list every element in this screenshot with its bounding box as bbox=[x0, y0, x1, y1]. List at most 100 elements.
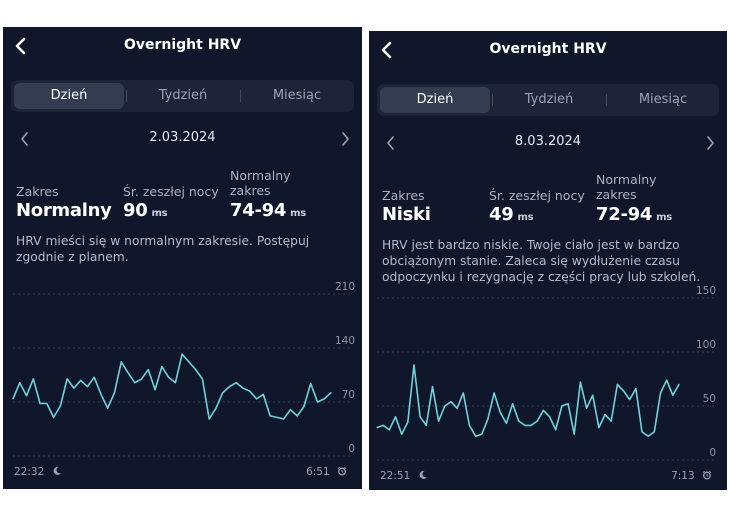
hrv-data-point bbox=[19, 382, 21, 384]
hrv-data-point bbox=[604, 414, 606, 416]
range-value: Niski bbox=[382, 204, 431, 225]
period-tabs: Dzień Tydzień Miesiąc bbox=[11, 80, 354, 112]
hrv-data-point bbox=[168, 376, 170, 378]
hrv-data-point bbox=[493, 392, 495, 394]
hrv-data-point bbox=[188, 361, 190, 363]
normal-range-value: 74-94 ms bbox=[230, 200, 306, 221]
normal-range-unit: ms bbox=[656, 212, 672, 223]
y-tick-label: 210 bbox=[335, 281, 355, 293]
tab-month[interactable]: Miesiąc bbox=[638, 92, 688, 107]
hrv-description-line: obciążonym stanie. Zaleca się wydłużenie… bbox=[382, 254, 680, 268]
back-arrow-icon[interactable] bbox=[11, 36, 31, 56]
normal-range-label-line-1: Normalny bbox=[596, 172, 657, 187]
hrv-data-point bbox=[154, 389, 156, 391]
normal-range-label: Normalny zakres bbox=[596, 172, 657, 202]
hrv-data-point bbox=[376, 427, 378, 429]
hrv-line-chart: 210 140 70 0 bbox=[12, 281, 355, 457]
hrv-data-point bbox=[208, 418, 210, 420]
hrv-data-point bbox=[262, 393, 264, 395]
range-label: Zakres bbox=[16, 184, 59, 199]
hrv-data-point bbox=[59, 405, 62, 407]
range-label: Zakres bbox=[382, 188, 425, 203]
page-title: Overnight HRV bbox=[489, 41, 607, 57]
hrv-data-point bbox=[456, 407, 458, 409]
end-time: 7:13 bbox=[671, 470, 712, 482]
hrv-data-point bbox=[120, 361, 122, 363]
hrv-data-point bbox=[499, 411, 501, 414]
avg-unit: ms bbox=[517, 212, 534, 223]
hrv-data-point bbox=[53, 416, 55, 418]
hrv-series-line bbox=[376, 364, 680, 438]
hrv-description-line: zgodnie z planem. bbox=[16, 250, 129, 264]
hrv-data-point bbox=[66, 378, 68, 380]
hrv-data-point bbox=[283, 418, 285, 420]
hrv-data-point bbox=[107, 407, 109, 409]
y-tick-label: 50 bbox=[703, 393, 716, 405]
hrv-data-point bbox=[666, 379, 668, 381]
tab-week[interactable]: Tydzień bbox=[524, 92, 574, 107]
hrv-data-point bbox=[249, 390, 251, 392]
back-arrow-icon[interactable] bbox=[377, 40, 397, 60]
current-date: 8.03.2024 bbox=[514, 134, 582, 149]
start-time: 22:51 bbox=[380, 470, 428, 482]
hrv-data-point bbox=[438, 420, 440, 422]
hrv-data-point bbox=[235, 382, 237, 384]
start-time-text: 22:51 bbox=[380, 470, 411, 482]
hrv-data-point bbox=[46, 402, 48, 405]
hrv-panel-day-2: Overnight HRV Dzień Tydzień Miesiąc 8.03… bbox=[369, 31, 727, 490]
hrv-data-point bbox=[672, 394, 674, 396]
current-date: 2.03.2024 bbox=[149, 130, 216, 145]
hrv-data-point bbox=[323, 398, 325, 400]
hrv-data-point bbox=[25, 395, 28, 397]
tab-divider bbox=[240, 90, 241, 102]
date-navigator: 2.03.2024 bbox=[3, 129, 362, 149]
hrv-data-point bbox=[616, 383, 618, 385]
normal-range-label: Normalny zakres bbox=[230, 168, 291, 198]
avg-label: Śr. zeszłej nocy bbox=[489, 188, 585, 203]
hrv-data-point bbox=[276, 416, 278, 418]
chevron-left-icon[interactable] bbox=[18, 131, 32, 147]
avg-value: 49 ms bbox=[489, 204, 534, 225]
period-tabs: Dzień Tydzień Miesiąc bbox=[377, 84, 719, 116]
hrv-data-point bbox=[431, 386, 434, 388]
hrv-data-point bbox=[512, 403, 514, 405]
hrv-data-point bbox=[561, 405, 563, 407]
hrv-data-point bbox=[659, 392, 662, 394]
hrv-data-point bbox=[127, 372, 129, 374]
hrv-data-point bbox=[113, 392, 116, 394]
hrv-description-line: HRV jest bardzo niskie. Twoje ciało jest… bbox=[382, 238, 680, 252]
hrv-data-point bbox=[450, 401, 452, 403]
start-time: 22:32 bbox=[14, 466, 62, 478]
end-time-text: 6:51 bbox=[306, 466, 330, 478]
hrv-data-point bbox=[93, 376, 95, 378]
hrv-data-point bbox=[573, 433, 575, 435]
hrv-data-point bbox=[181, 353, 183, 355]
hrv-description: HRV mieści się w normalnym zakresie. Pos… bbox=[16, 233, 309, 265]
hrv-data-point bbox=[475, 435, 477, 437]
moon-icon bbox=[53, 466, 61, 475]
end-time-text: 7:13 bbox=[671, 470, 695, 482]
hrv-data-point bbox=[530, 424, 532, 426]
tab-month[interactable]: Miesiąc bbox=[272, 88, 322, 103]
tab-divider bbox=[606, 94, 607, 106]
y-tick-label: 0 bbox=[348, 443, 355, 455]
y-tick-label: 70 bbox=[342, 389, 355, 401]
hrv-data-point bbox=[425, 424, 427, 426]
tab-day[interactable]: Dzień bbox=[380, 87, 490, 113]
normal-range-label-line-2: zakres bbox=[596, 187, 637, 202]
hrv-data-point bbox=[289, 409, 291, 411]
hrv-data-point bbox=[388, 429, 390, 431]
tab-week[interactable]: Tydzień bbox=[158, 88, 208, 103]
hrv-panel-day-1: Overnight HRV Dzień Tydzień Miesiąc 2.03… bbox=[3, 27, 362, 489]
chevron-right-icon[interactable] bbox=[338, 131, 352, 147]
hrv-data-point bbox=[468, 424, 470, 426]
chevron-left-icon[interactable] bbox=[384, 135, 398, 151]
hrv-data-point bbox=[524, 424, 526, 426]
hrv-data-point bbox=[647, 435, 649, 437]
hrv-data-point bbox=[296, 415, 298, 417]
tab-day[interactable]: Dzień bbox=[14, 83, 124, 109]
hrv-data-point bbox=[256, 398, 258, 400]
hrv-data-point bbox=[586, 407, 588, 409]
start-time-text: 22:32 bbox=[14, 466, 45, 478]
chevron-right-icon[interactable] bbox=[703, 135, 717, 151]
